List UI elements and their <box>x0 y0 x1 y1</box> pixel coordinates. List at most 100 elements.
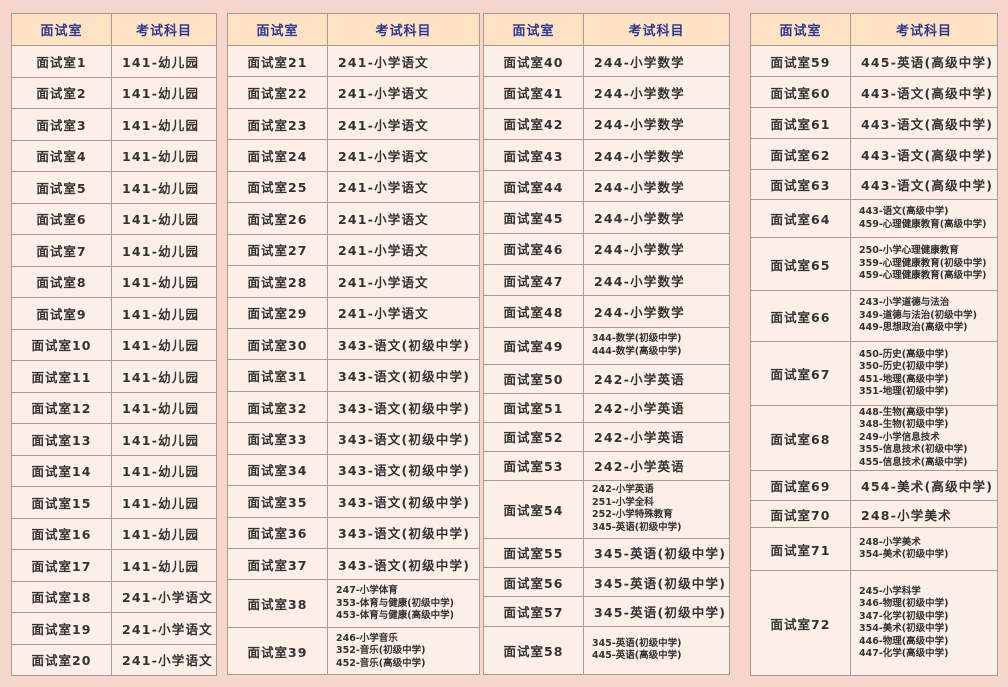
subject-cell: 244-小学数学 <box>583 44 730 78</box>
schedule-table-4: 面试室 考试科目 面试室59 445-英语(高级中学) 面试室60 443-语文(高级中学… <box>750 13 998 676</box>
subject-cell: 141-幼儿园 <box>111 549 217 582</box>
subject-line: 241-小学语文 <box>338 211 429 227</box>
subject-line: 343-语文(初级中学) <box>338 494 471 510</box>
table-row: 面试室51 242-小学英语 <box>483 392 730 423</box>
room-cell: 面试室44 <box>483 170 584 203</box>
subject-line: 242-小学英语 <box>594 401 685 417</box>
subject-cell: 141-幼儿园 <box>111 486 217 519</box>
subject-line: 141-幼儿园 <box>122 527 200 543</box>
subject-line: 345-英语(初级中学) <box>592 637 682 649</box>
subject-line: 245-小学科学 <box>859 585 921 597</box>
subject-line: 241-小学语文 <box>338 306 429 322</box>
header-row: 面试室 考试科目 <box>750 13 998 46</box>
table-row: 面试室1 141-幼儿园 <box>11 45 217 78</box>
subject-cell: 241-小学语文 <box>327 296 480 329</box>
subject-line: 247-小学体育 <box>336 585 398 597</box>
subject-line: 141-幼儿园 <box>122 149 200 165</box>
subject-line: 241-小学语文 <box>338 86 429 102</box>
table-row: 面试室33 343-语文(初级中学) <box>227 422 480 455</box>
table-row: 面试室35 343-语文(初级中学) <box>227 485 480 518</box>
table-row: 面试室47 244-小学数学 <box>483 264 730 297</box>
room-cell: 面试室21 <box>227 44 328 78</box>
subject-cell: 141-幼儿园 <box>111 391 217 424</box>
subject-cell: 241-小学语文 <box>327 170 480 204</box>
room-cell: 面试室40 <box>483 44 584 78</box>
room-cell: 面试室67 <box>750 341 851 406</box>
subject-line: 249-小学信息技术 <box>859 431 940 443</box>
table-row: 面试室68 448-生物(高级中学) 348-生物(初级中学) 249-小学信息技术 3… <box>750 405 998 471</box>
table-row: 面试室27 241-小学语文 <box>227 233 480 267</box>
room-cell: 面试室2 <box>11 76 112 109</box>
subject-line: 141-幼儿园 <box>122 401 200 417</box>
subject-cell: 443-语文(高级中学) <box>850 76 998 108</box>
table-row: 面试室42 244-小学数学 <box>483 107 730 140</box>
table-row: 面试室54 242-小学英语 251-小学全科 252-小学特殊教育 345-英语(初级… <box>483 479 730 539</box>
subject-line: 443-语文(高级中学) <box>861 85 994 101</box>
subject-cell: 241-小学语文 <box>111 580 217 613</box>
subject-cell: 141-幼儿园 <box>111 139 217 172</box>
subject-line: 459-心理健康教育(高级中学) <box>859 218 987 230</box>
table-row: 面试室31 343-语文(初级中学) <box>227 359 480 392</box>
subject-line: 443-语文(高级中学) <box>861 178 994 193</box>
room-cell: 面试室12 <box>11 391 112 424</box>
subject-cell: 241-小学语文 <box>327 139 480 172</box>
subject-cell: 141-幼儿园 <box>111 297 217 330</box>
room-cell: 面试室31 <box>227 359 328 392</box>
subject-line: 445-英语(高级中学) <box>592 650 682 662</box>
room-cell: 面试室57 <box>483 596 584 627</box>
table-row: 面试室34 343-语文(初级中学) <box>227 453 480 487</box>
subject-line: 242-小学英语 <box>594 372 685 388</box>
subject-cell: 141-幼儿园 <box>111 108 217 141</box>
room-cell: 面试室46 <box>483 232 584 266</box>
table-row: 面试室32 343-语文(初级中学) <box>227 390 480 424</box>
subject-line: 248-小学美术 <box>859 536 921 548</box>
subject-line: 345-英语(初级中学) <box>592 521 682 533</box>
subject-line: 450-历史(高级中学) <box>859 348 949 360</box>
subject-line: 244-小学数学 <box>594 305 685 321</box>
room-cell: 面试室5 <box>11 171 112 204</box>
room-cell: 面试室24 <box>227 139 328 172</box>
subject-cell: 243-小学道德与法治 349-道德与法治(初级中学) 449-思想政治(高级中学) <box>850 290 998 342</box>
subject-cell: 241-小学语文 <box>327 233 480 267</box>
table-row: 面试室45 244-小学数学 <box>483 201 730 234</box>
table-row: 面试室43 244-小学数学 <box>483 138 730 172</box>
subject-line: 354-美术(初级中学) <box>859 549 949 560</box>
room-cell: 面试室51 <box>483 392 584 423</box>
subject-line: 241-小学语文 <box>338 274 429 290</box>
subject-line: 241-小学语文 <box>338 149 429 165</box>
subject-line: 346-物理(初级中学) <box>859 598 949 609</box>
subject-line: 141-幼儿园 <box>122 117 200 133</box>
subject-line: 448-生物(高级中学) <box>859 406 949 418</box>
subject-line: 451-地理(高级中学) <box>859 373 949 385</box>
subject-line: 141-幼儿园 <box>122 495 200 511</box>
room-cell: 面试室56 <box>483 566 584 598</box>
subject-cell: 141-幼儿园 <box>111 202 217 235</box>
header-row: 面试室 考试科目 <box>483 13 730 46</box>
subject-line: 244-小学数学 <box>594 148 685 164</box>
subject-cell: 443-语文(高级中学) <box>850 138 998 170</box>
room-cell: 面试室33 <box>227 422 328 455</box>
subject-cell: 443-语文(高级中学) <box>850 169 998 200</box>
subject-line: 447-化学(高级中学) <box>859 648 949 659</box>
room-cell: 面试室17 <box>11 549 112 582</box>
table-row: 面试室64 443-语文(高级中学) 459-心理健康教育(高级中学) <box>750 199 998 238</box>
table-row: 面试室25 241-小学语文 <box>227 170 480 204</box>
subject-line: 343-语文(初级中学) <box>338 337 471 353</box>
subject-cell: 345-英语(初级中学) <box>583 566 730 598</box>
subject-cell: 141-幼儿园 <box>111 454 217 487</box>
table-row: 面试室63 443-语文(高级中学) <box>750 169 998 200</box>
header-subject: 考试科目 <box>327 13 480 46</box>
subject-cell: 343-语文(初级中学) <box>327 485 480 518</box>
subject-cell: 343-语文(初级中学) <box>327 390 480 424</box>
subject-cell: 141-幼儿园 <box>111 45 217 78</box>
subject-cell: 343-语文(初级中学) <box>327 327 480 361</box>
table-row: 面试室12 141-幼儿园 <box>11 391 217 424</box>
table-row: 面试室39 246-小学音乐 352-音乐(初级中学) 452-音乐(高级中学) <box>227 627 480 676</box>
room-cell: 面试室69 <box>750 470 851 501</box>
subject-line: 443-语文(高级中学) <box>859 206 949 217</box>
table-row: 面试室30 343-语文(初级中学) <box>227 327 480 361</box>
subject-cell: 345-英语(初级中学) 445-英语(高级中学) <box>583 625 730 675</box>
subject-cell: 241-小学语文 <box>327 44 480 78</box>
subject-line: 455-信息技术(高级中学) <box>859 456 968 468</box>
room-cell: 面试室1 <box>11 45 112 78</box>
